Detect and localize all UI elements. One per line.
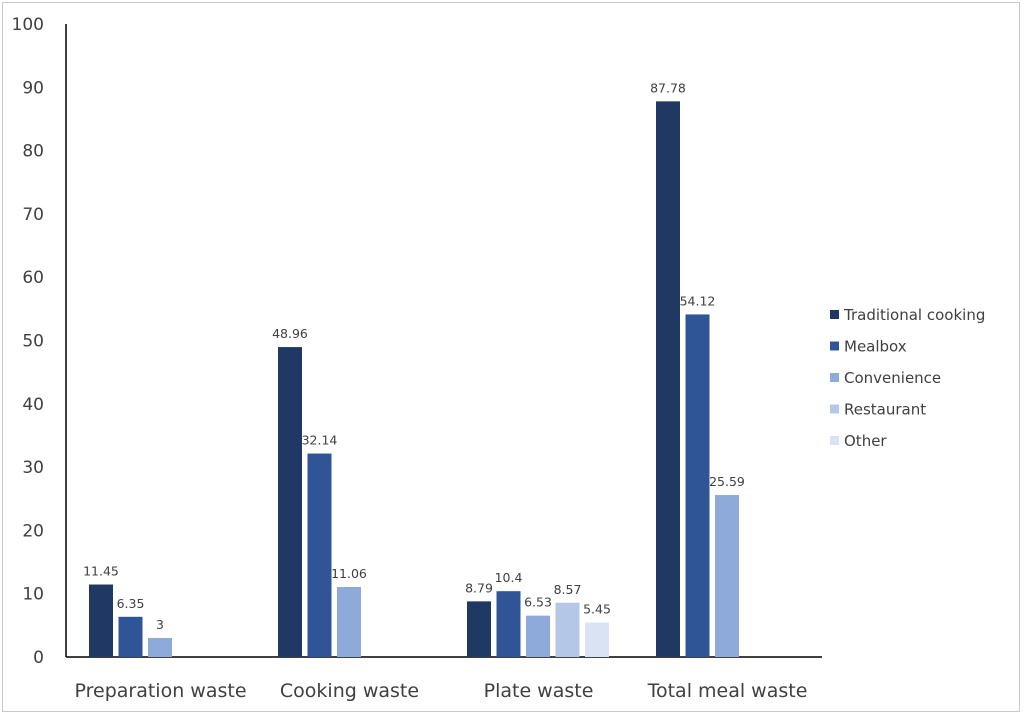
bar xyxy=(337,586,361,657)
y-tick-label: 30 xyxy=(22,458,44,478)
bar xyxy=(148,638,172,657)
x-category-label: Cooking waste xyxy=(280,680,419,702)
bar xyxy=(715,495,739,657)
legend-label: Mealbox xyxy=(844,338,907,356)
data-label: 54.12 xyxy=(680,293,716,308)
bar xyxy=(118,616,143,657)
y-tick-label: 0 xyxy=(33,648,44,668)
data-label: 5.45 xyxy=(583,602,611,617)
legend-label: Restaurant xyxy=(844,401,926,419)
y-tick-label: 10 xyxy=(22,585,44,605)
y-tick-label: 40 xyxy=(22,395,44,415)
data-label: 11.06 xyxy=(331,566,367,581)
bar xyxy=(278,347,302,657)
data-label: 25.59 xyxy=(709,474,745,489)
legend-swatch xyxy=(830,436,839,445)
data-label: 6.53 xyxy=(524,595,552,610)
y-tick-label: 80 xyxy=(22,142,44,162)
data-label: 8.79 xyxy=(465,580,493,595)
bar xyxy=(585,622,609,657)
bar xyxy=(467,601,491,657)
legend-swatch xyxy=(830,373,839,382)
bar xyxy=(685,314,710,657)
data-label: 48.96 xyxy=(272,326,308,341)
legend-swatch xyxy=(830,341,839,351)
x-category-label: Total meal waste xyxy=(647,680,808,702)
legend-label: Convenience xyxy=(844,369,941,387)
data-label: 3 xyxy=(156,617,164,632)
legend-label: Traditional cooking xyxy=(843,306,985,324)
y-tick-label: 60 xyxy=(22,268,44,288)
legend-swatch xyxy=(830,310,839,319)
bar xyxy=(496,591,521,657)
data-label: 87.78 xyxy=(650,80,686,95)
data-label: 32.14 xyxy=(302,433,338,448)
data-label: 11.45 xyxy=(83,564,119,579)
y-tick-label: 100 xyxy=(12,15,44,35)
bar xyxy=(555,602,580,657)
y-tick-label: 70 xyxy=(22,205,44,225)
bar xyxy=(307,453,332,657)
y-tick-label: 20 xyxy=(22,521,44,541)
data-label: 8.57 xyxy=(554,582,582,597)
legend-swatch xyxy=(830,404,839,414)
data-label: 6.35 xyxy=(117,596,145,611)
y-tick-label: 90 xyxy=(22,78,44,98)
bar xyxy=(526,615,550,657)
legend-label: Other xyxy=(844,432,887,450)
bar xyxy=(89,584,113,657)
x-category-label: Preparation waste xyxy=(74,680,246,702)
x-category-label: Plate waste xyxy=(484,680,594,702)
bar xyxy=(656,101,680,657)
data-label: 10.4 xyxy=(495,570,523,585)
y-tick-label: 50 xyxy=(22,332,44,352)
